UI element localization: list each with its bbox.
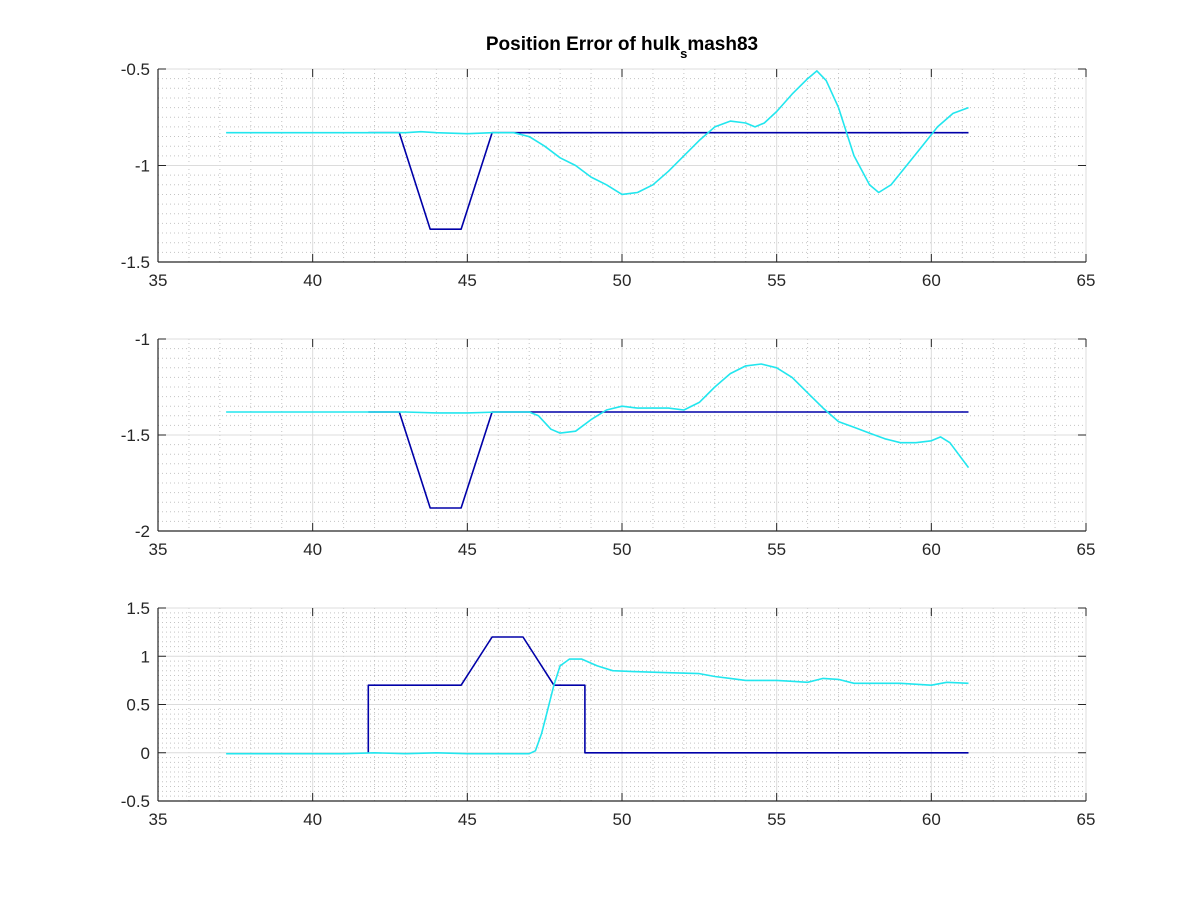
subplot-3: 35 40 45 50 55 60 65 1.5 1 0.5 0 -0.5 <box>121 599 1096 829</box>
x-tick-label: 55 <box>767 540 786 559</box>
x-tick-label: 65 <box>1077 810 1096 829</box>
y-tick-label: -1.5 <box>121 253 150 272</box>
y-tick-label: -2 <box>135 522 150 541</box>
x-tick-label: 40 <box>303 271 322 290</box>
y-tick-label: -0.5 <box>121 60 150 79</box>
x-tick-label: 35 <box>149 810 168 829</box>
x-tick-label: 60 <box>922 810 941 829</box>
x-tick-label: 50 <box>613 271 632 290</box>
y-tick-label: 1 <box>141 647 150 666</box>
y-tick-label: -1 <box>135 330 150 349</box>
x-tick-label: 65 <box>1077 271 1096 290</box>
x-tick-label: 35 <box>149 271 168 290</box>
y-tick-label: -1.5 <box>121 426 150 445</box>
chart-title-subscript: s <box>680 46 687 61</box>
y-tick-label: -1 <box>135 157 150 176</box>
chart-title: Position Error of hulksmash83 <box>486 34 758 61</box>
y-tick-label: 0 <box>141 744 150 763</box>
x-tick-label: 55 <box>767 271 786 290</box>
x-tick-label: 40 <box>303 810 322 829</box>
x-tick-label: 60 <box>922 540 941 559</box>
x-tick-label: 50 <box>613 540 632 559</box>
x-tick-label: 45 <box>458 540 477 559</box>
y-tick-label: 0.5 <box>126 696 150 715</box>
x-tick-label: 65 <box>1077 540 1096 559</box>
series-line-actual <box>226 70 969 196</box>
chart-title-prefix: Position Error of hulk <box>486 34 681 55</box>
x-tick-label: 40 <box>303 540 322 559</box>
series-line-actual <box>226 658 969 755</box>
x-tick-label: 50 <box>613 810 632 829</box>
x-tick-label: 35 <box>149 540 168 559</box>
x-tick-label: 45 <box>458 810 477 829</box>
x-tick-label: 55 <box>767 810 786 829</box>
x-tick-label: 60 <box>922 271 941 290</box>
chart-title-suffix: mash83 <box>687 34 758 55</box>
x-tick-label: 45 <box>458 271 477 290</box>
series-line-actual <box>226 363 970 469</box>
subplot-1: 35 40 45 50 55 60 65 -0.5 -1 -1.5 <box>121 60 1096 290</box>
y-tick-label: -0.5 <box>121 792 150 811</box>
series-line-reference <box>367 636 969 754</box>
subplot-2: 35 40 45 50 55 60 65 -1 -1.5 -2 <box>121 330 1096 559</box>
y-tick-label: 1.5 <box>126 599 150 618</box>
